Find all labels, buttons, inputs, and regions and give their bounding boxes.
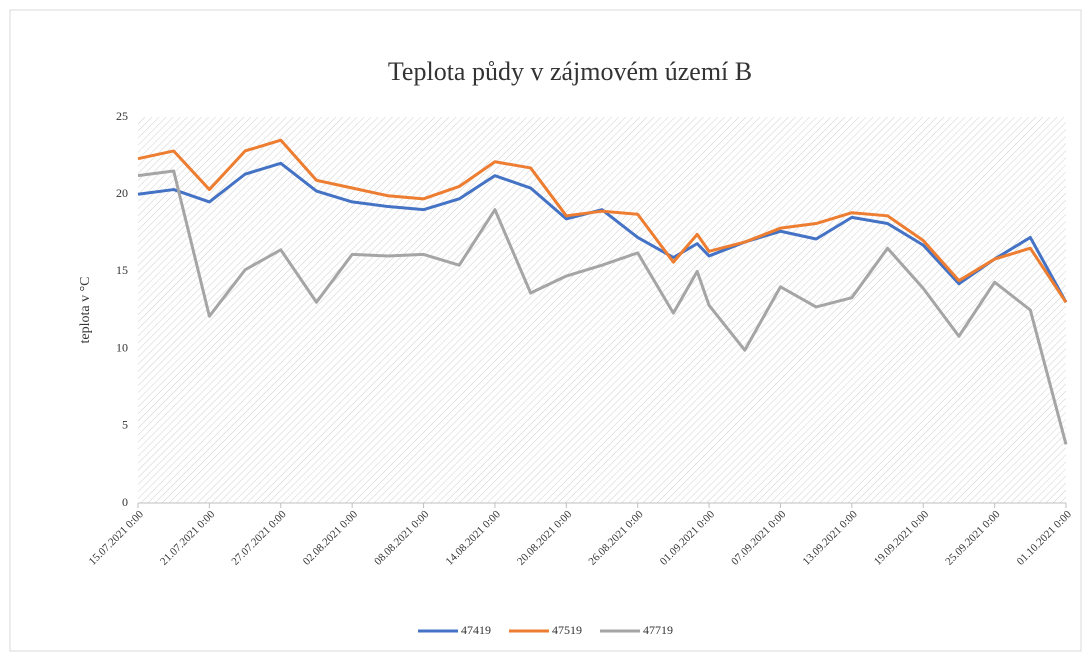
legend-label: 47419 <box>461 623 491 637</box>
series-line <box>137 161 1068 304</box>
y-tick-label: 15 <box>116 263 128 277</box>
plot-area <box>138 117 1066 503</box>
chart-title: Teplota půdy v zájmovém území B <box>388 57 752 86</box>
y-tick-label: 25 <box>116 109 128 123</box>
legend-label: 47519 <box>552 623 582 637</box>
series-line <box>137 169 1068 445</box>
y-tick-label: 20 <box>116 186 128 200</box>
y-tick-label: 5 <box>122 418 128 432</box>
legend-label: 47719 <box>643 623 673 637</box>
y-tick-label: 0 <box>122 495 128 509</box>
y-axis-label: teplota v °C <box>78 276 93 343</box>
series-line <box>137 138 1068 304</box>
y-tick-label: 10 <box>116 340 128 354</box>
